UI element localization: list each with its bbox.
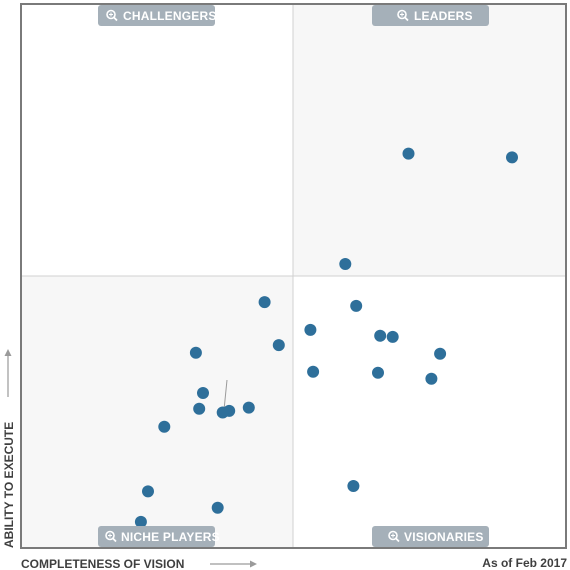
data-point-21 bbox=[347, 480, 360, 492]
data-point-3 bbox=[339, 258, 352, 270]
data-point-1 bbox=[402, 147, 415, 160]
label-connector-line bbox=[223, 379, 228, 411]
visionaries-badge: VISIONARIES bbox=[372, 526, 489, 547]
data-point-10 bbox=[189, 346, 202, 359]
data-point-7 bbox=[374, 329, 387, 342]
data-point-11 bbox=[434, 347, 447, 360]
data-point-22 bbox=[142, 485, 154, 498]
magnifier-icon bbox=[105, 530, 117, 543]
visionaries-label: VISIONARIES bbox=[404, 530, 484, 544]
arrow-right-icon bbox=[210, 560, 257, 568]
challengers-badge: CHALLENGERS bbox=[98, 5, 217, 26]
data-point-6 bbox=[304, 323, 317, 336]
magnifier-icon bbox=[388, 530, 400, 543]
magnifier-icon bbox=[106, 9, 118, 22]
leaders-label: LEADERS bbox=[414, 9, 473, 23]
data-point-13 bbox=[372, 366, 384, 379]
data-point-14 bbox=[425, 372, 438, 385]
data-point-12 bbox=[307, 365, 320, 378]
leaders-badge: LEADERS bbox=[372, 5, 489, 26]
data-point-23 bbox=[211, 501, 224, 514]
data-point-19 bbox=[216, 406, 229, 419]
visionaries-quadrant bbox=[293, 276, 566, 548]
data-point-17 bbox=[242, 401, 255, 414]
data-point-24 bbox=[134, 515, 147, 528]
data-points bbox=[134, 147, 518, 528]
niche-players-badge: NICHE PLAYERS bbox=[98, 526, 220, 547]
data-point-4 bbox=[258, 296, 271, 309]
challengers-quadrant bbox=[21, 4, 293, 276]
data-point-5 bbox=[350, 299, 363, 312]
data-point-9 bbox=[272, 339, 285, 352]
arrow-up-icon bbox=[4, 349, 12, 397]
data-point-8 bbox=[386, 330, 399, 343]
y-axis-label: ABILITY TO EXECUTE bbox=[2, 422, 16, 548]
magnifier-icon bbox=[397, 9, 409, 22]
plot-frame bbox=[20, 3, 567, 549]
data-point-2 bbox=[506, 151, 518, 164]
challengers-label: CHALLENGERS bbox=[123, 9, 217, 23]
niche-players-label: NICHE PLAYERS bbox=[121, 530, 220, 544]
data-point-20 bbox=[158, 420, 171, 433]
data-point-16 bbox=[193, 402, 206, 415]
data-point-15 bbox=[197, 387, 209, 399]
as-of-date: As of Feb 2017 bbox=[482, 556, 567, 570]
x-axis-label: COMPLETENESS OF VISION bbox=[21, 557, 184, 570]
leaders-quadrant bbox=[293, 4, 566, 276]
